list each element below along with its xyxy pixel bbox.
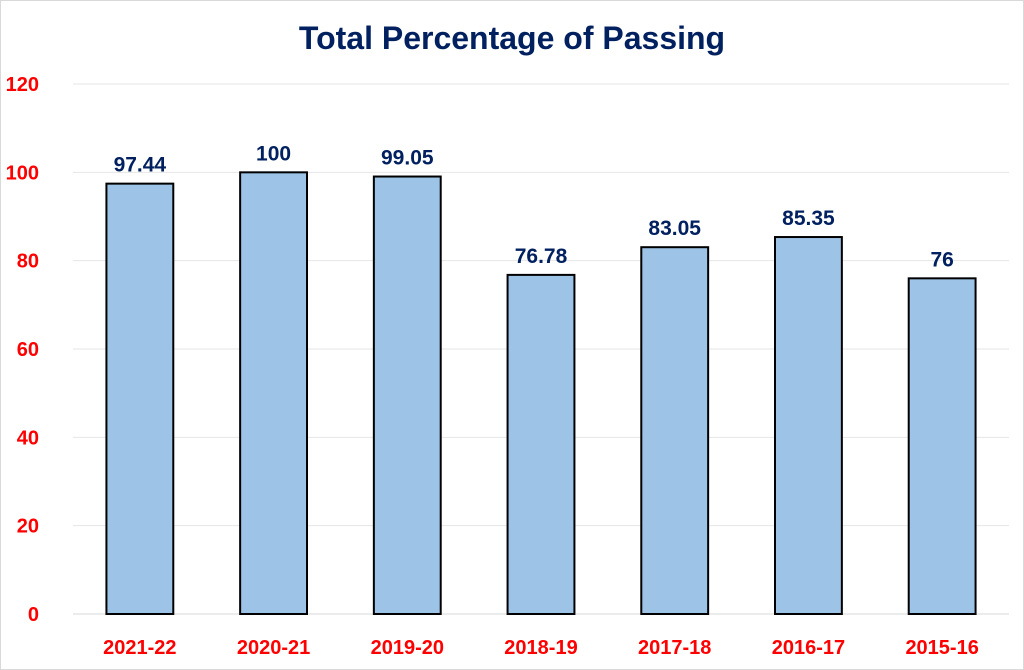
x-tick-label-2021-22: 2021-22 — [103, 637, 176, 659]
y-tick-label: 120 — [6, 74, 39, 96]
x-tick-label-2017-18: 2017-18 — [638, 637, 711, 659]
y-tick-label: 80 — [17, 251, 39, 273]
x-tick-label-2018-19: 2018-19 — [504, 637, 577, 659]
bar-2020-21 — [239, 171, 308, 615]
bar-2015-16 — [907, 277, 977, 615]
y-tick-label: 0 — [28, 604, 39, 626]
data-label-2018-19: 76.78 — [515, 245, 568, 268]
y-tick-label: 20 — [17, 516, 39, 538]
bar-2017-18 — [640, 246, 710, 615]
data-label-2019-20: 99.05 — [381, 147, 434, 170]
data-label-2015-16: 76 — [930, 248, 953, 271]
bar-2018-19 — [506, 273, 576, 615]
x-tick-label-2015-16: 2015-16 — [905, 637, 978, 659]
bar-2016-17 — [774, 236, 843, 615]
bar-2019-20 — [372, 175, 442, 615]
data-label-2020-21: 100 — [256, 142, 291, 165]
data-label-2021-22: 97.44 — [114, 154, 167, 177]
x-axis-ticks: 2021-22 2020-21 2019-20 2018-19 2017-18 2016-… — [103, 637, 979, 659]
data-label-2017-18: 83.05 — [648, 217, 701, 240]
x-tick-label-2016-17: 2016-17 — [772, 637, 845, 659]
bar-2021-22 — [105, 182, 175, 615]
y-axis-ticks: 0 20 40 60 80 100 120 — [6, 74, 39, 626]
y-tick-label: 60 — [17, 339, 39, 361]
data-label-2016-17: 85.35 — [782, 207, 835, 230]
y-tick-label: 40 — [17, 427, 39, 449]
data-labels: 97.44 100 99.05 76.78 83.05 85.35 76 — [114, 142, 954, 271]
x-tick-label-2019-20: 2019-20 — [371, 637, 444, 659]
chart-title: Total Percentage of Passing — [299, 20, 725, 56]
x-tick-label-2020-21: 2020-21 — [237, 637, 310, 659]
bars — [105, 171, 977, 615]
y-tick-label: 100 — [6, 162, 39, 184]
